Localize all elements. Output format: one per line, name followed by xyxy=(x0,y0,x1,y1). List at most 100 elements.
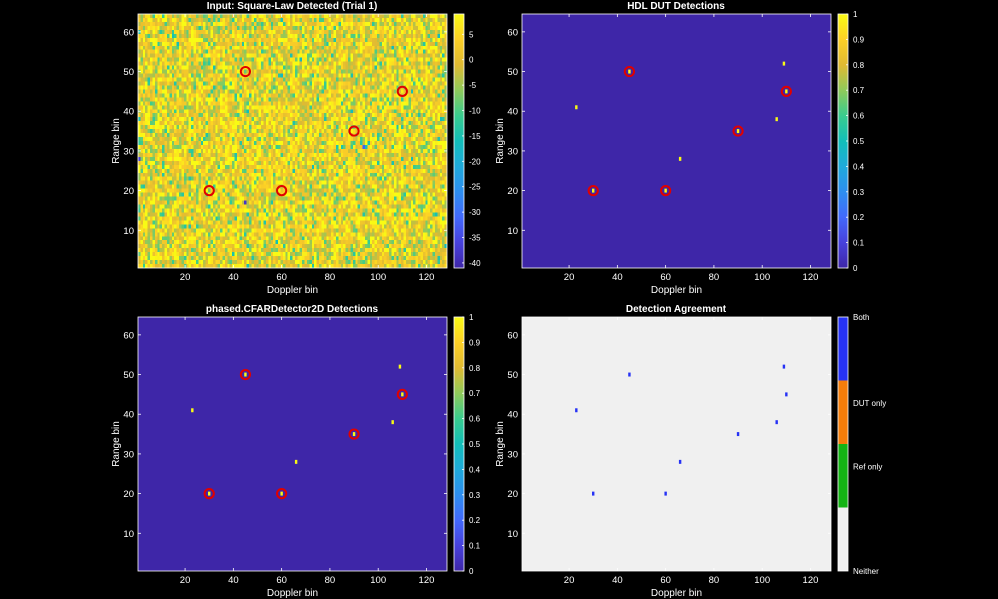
target-marker xyxy=(239,65,252,78)
x-tick-label: 120 xyxy=(419,575,435,586)
x-tick-label: 60 xyxy=(276,575,287,586)
colorbar-tick-label: 0.3 xyxy=(853,188,865,197)
colorbar: 1 0.9 0.8 0.7 0.6 0.5 0.4 0.3 0.2 0.1 0 xyxy=(453,313,481,576)
detection-cell xyxy=(575,105,578,110)
y-tick-label: 30 xyxy=(123,146,134,157)
y-axis-label: Range bin xyxy=(495,421,506,467)
colorbar-tick-label: -20 xyxy=(469,157,481,166)
colorbar-tick-label: 0 xyxy=(469,567,474,576)
target-marker xyxy=(396,388,408,400)
x-tick-label: 80 xyxy=(709,575,720,586)
x-tick-label: 80 xyxy=(709,272,720,283)
y-tick-label: 20 xyxy=(123,489,134,500)
detection-cell xyxy=(628,372,631,377)
colorbar-tick-label: 1 xyxy=(853,10,858,19)
colorbar-tick-label: 0 xyxy=(469,56,474,65)
detection-cell xyxy=(678,459,682,464)
colorbar-box xyxy=(837,316,849,572)
detection-cell xyxy=(664,188,667,193)
target-marker xyxy=(396,85,408,97)
colorbar-tick-label: 0.5 xyxy=(853,137,865,146)
colorbar-tick-label: -30 xyxy=(469,208,481,217)
colorbar-tick-label: 0.1 xyxy=(853,239,865,248)
target-marker xyxy=(780,85,792,97)
y-tick-label: 30 xyxy=(507,146,518,157)
colorbar-tick-label: 0.5 xyxy=(469,440,481,449)
target-marker xyxy=(587,185,599,197)
detection-cell xyxy=(782,364,786,369)
colorbar-category xyxy=(838,507,848,571)
target-marker xyxy=(203,185,215,197)
heatmap-image xyxy=(138,14,447,268)
colorbar-category-label: Neither xyxy=(853,567,879,576)
chart-title: phased.CFARDetector2D Detections xyxy=(206,304,379,315)
colorbar-tick-label: -15 xyxy=(469,132,481,141)
axes-box xyxy=(137,316,448,572)
plot-area xyxy=(522,14,831,268)
x-axis-label: Doppler bin xyxy=(267,285,318,296)
colorbar-tick-label: 0.1 xyxy=(469,542,481,551)
colorbar-tick-label: 0.4 xyxy=(853,162,865,171)
target-marker xyxy=(276,488,288,500)
colorbar-gradient xyxy=(838,14,848,268)
x-tick-label: 40 xyxy=(228,272,239,283)
target-marker xyxy=(276,185,288,197)
y-tick-label: 20 xyxy=(507,186,518,197)
colorbar-tick-label: 0.4 xyxy=(469,465,481,474)
heatmap-background xyxy=(522,14,831,268)
x-tick-label: 20 xyxy=(180,272,191,283)
y-tick-label: 40 xyxy=(507,107,518,118)
target-marker xyxy=(203,488,215,500)
colorbar-tick-label: 0.8 xyxy=(469,364,481,373)
y-tick-label: 30 xyxy=(507,449,518,460)
chart-title: Detection Agreement xyxy=(626,304,727,315)
detection-cell xyxy=(678,156,682,161)
colorbar-tick-label: 0.7 xyxy=(469,389,481,398)
detection-cell xyxy=(592,491,595,496)
colorbar-gradient xyxy=(454,317,464,571)
x-tick-label: 100 xyxy=(370,575,386,586)
detection-cell xyxy=(782,61,786,66)
y-tick-label: 40 xyxy=(123,410,134,421)
colorbar-tick-label: 0.2 xyxy=(469,516,481,525)
heatmap-background xyxy=(138,317,447,571)
y-axis-label: Range bin xyxy=(495,118,506,164)
x-tick-label: 60 xyxy=(276,272,287,283)
panel-ref: 20 40 60 80 100 120102030405060phased.CFARDet… xyxy=(111,304,481,599)
x-tick-label: 80 xyxy=(325,272,336,283)
axes-box xyxy=(521,316,832,572)
colorbar-tick-label: 0.6 xyxy=(853,112,865,121)
detection-cell xyxy=(736,432,740,437)
plot-area xyxy=(138,14,447,268)
y-tick-label: 20 xyxy=(507,489,518,500)
chart-title: HDL DUT Detections xyxy=(627,1,725,12)
colorbar-gradient xyxy=(454,14,464,268)
target-marker xyxy=(348,428,360,440)
colorbar-category xyxy=(838,380,848,444)
detection-cell xyxy=(736,129,740,134)
x-tick-label: 60 xyxy=(660,272,671,283)
y-axis-label: Range bin xyxy=(111,118,122,164)
detection-cell xyxy=(294,459,298,464)
colorbar-category xyxy=(838,444,848,508)
colorbar-category-label: Both xyxy=(853,313,869,322)
detection-cell xyxy=(391,420,394,425)
detection-cell xyxy=(352,432,356,437)
detection-cell xyxy=(280,491,283,496)
x-tick-label: 120 xyxy=(803,575,819,586)
x-tick-label: 20 xyxy=(180,575,191,586)
detection-cell xyxy=(664,491,667,496)
colorbar: 1 0.9 0.8 0.7 0.6 0.5 0.4 0.3 0.2 0.1 0 xyxy=(837,10,865,273)
x-tick-label: 80 xyxy=(325,575,336,586)
y-tick-label: 40 xyxy=(123,107,134,118)
colorbar-tick-label: 0.6 xyxy=(469,415,481,424)
y-tick-label: 60 xyxy=(507,27,518,38)
y-tick-label: 50 xyxy=(123,370,134,381)
x-tick-label: 40 xyxy=(612,575,623,586)
x-tick-label: 120 xyxy=(419,272,435,283)
detection-cell xyxy=(244,372,247,377)
colorbar-tick-label: 0.8 xyxy=(853,61,865,70)
